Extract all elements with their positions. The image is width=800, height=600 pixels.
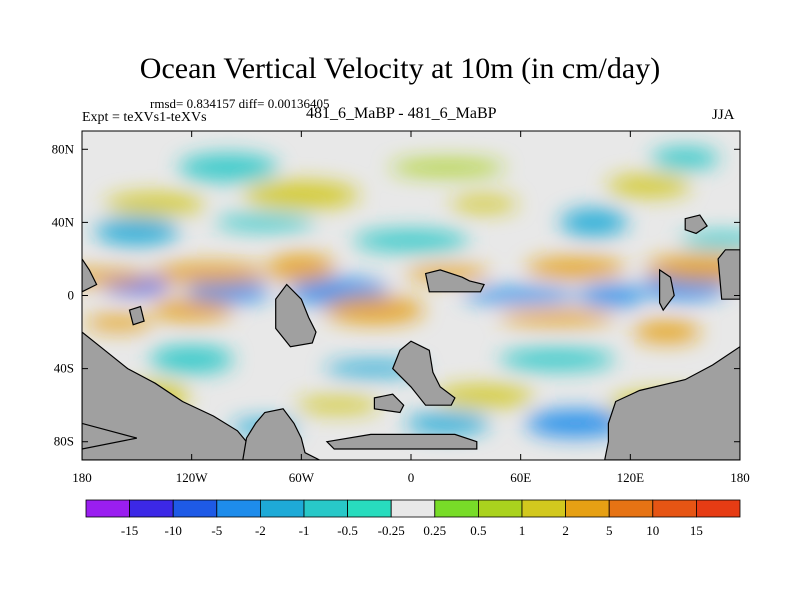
land-polygon: [82, 331, 248, 460]
field-cell: [559, 208, 628, 237]
field-cell: [82, 269, 151, 286]
land-polygon: [128, 305, 145, 326]
x-tick-label: 60W: [289, 470, 315, 485]
stats-text: rmsd= 0.834157 diff= 0.00136405: [150, 96, 330, 111]
field-cell: [499, 309, 616, 326]
colorbar-swatch: [85, 499, 130, 518]
colorbar-swatch: [216, 499, 261, 518]
land-polygon: [275, 283, 317, 348]
colorbar-label: 0.25: [423, 523, 446, 538]
field-cell: [651, 147, 720, 170]
land-polygon: [604, 345, 740, 460]
colorbar-label: -1: [299, 523, 310, 538]
field-cell: [632, 321, 701, 344]
land-polygon: [658, 268, 675, 312]
x-tick-label: 0: [408, 470, 415, 485]
colorbar-swatch: [390, 499, 436, 518]
land-polygon: [424, 269, 485, 293]
field-cell: [178, 153, 279, 182]
x-tick-label: 120W: [176, 470, 209, 485]
colorbar-label: 15: [690, 523, 703, 538]
field-cell: [525, 257, 626, 280]
field-cell: [149, 299, 234, 322]
colorbar-swatch: [259, 499, 305, 518]
velocity-field: [82, 147, 740, 441]
land-polygon: [82, 257, 98, 293]
y-tick-label: 80S: [54, 434, 74, 449]
y-tick-label: 40S: [54, 361, 74, 376]
field-cell: [94, 217, 179, 246]
land-mask: [82, 214, 740, 460]
field-cell: [434, 385, 535, 408]
field-cell: [389, 159, 506, 176]
colorbar-label: 5: [606, 523, 613, 538]
colorbar-label: -0.25: [378, 523, 405, 538]
case-label: 481_6_MaBP - 481_6_MaBP: [306, 105, 497, 122]
field-cell: [606, 174, 691, 197]
colorbar-label: -5: [211, 523, 222, 538]
field-cell: [405, 412, 490, 435]
x-tick-label: 180: [730, 470, 750, 485]
x-tick-label: 120E: [617, 470, 645, 485]
colorbar-label: 10: [646, 523, 659, 538]
colorbar-swatch: [565, 499, 610, 518]
colorbar-swatch: [521, 499, 566, 518]
colorbar-swatch: [477, 499, 523, 518]
colorbar-label: -10: [165, 523, 182, 538]
land-polygon: [82, 422, 137, 450]
field-cell: [267, 254, 336, 283]
y-tick-label: 80N: [52, 141, 75, 156]
colorbar-label: -2: [255, 523, 266, 538]
colorbar-swatch: [696, 499, 741, 518]
field-cell: [645, 254, 740, 283]
y-tick-label: 0: [68, 288, 75, 303]
experiment-label: Expt = teXVs1-teXVs: [82, 110, 207, 125]
field-cell: [679, 232, 740, 249]
colorbar-label: -15: [121, 523, 138, 538]
land-polygon: [242, 408, 320, 460]
axes: 180 120W 60W 0 60E 120E 180 80N 40N 0 40S 80S: [52, 131, 750, 485]
field-cell: [151, 262, 268, 285]
field-cell: [295, 397, 380, 414]
field-cell: [450, 196, 519, 213]
field-cell: [578, 284, 647, 307]
field-cell: [462, 287, 579, 304]
colorbar-label: -0.5: [337, 523, 358, 538]
land-polygon: [391, 340, 456, 406]
colorbar: -15 -10 -5 -2 -1 -0.5 -0.25 0.25 0.5 1 2 5 10 15: [85, 499, 741, 538]
colorbar-swatch: [434, 499, 479, 518]
colorbar-label: 2: [562, 523, 569, 538]
colorbar-swatch: [303, 499, 348, 518]
land-polygon: [373, 393, 405, 414]
colorbar-swatch: [652, 499, 697, 518]
colorbar-swatch: [172, 499, 218, 518]
land-polygon: [325, 433, 478, 450]
field-cell: [214, 214, 315, 231]
field-cell: [353, 229, 469, 252]
field-cell: [149, 345, 234, 374]
y-tick-label: 40N: [52, 214, 75, 229]
colorbar-label: 1: [519, 523, 526, 538]
colorbar-swatch: [347, 499, 392, 518]
colorbar-swatch: [129, 499, 174, 518]
field-cell: [105, 193, 206, 216]
field-cell: [525, 409, 626, 438]
field-cell: [499, 348, 616, 371]
colorbar-label: 0.5: [470, 523, 486, 538]
field-cell: [186, 280, 271, 303]
field-cell: [324, 296, 425, 325]
colorbar-swatch: [608, 499, 654, 518]
season-label: JJA: [712, 107, 735, 123]
land-polygon: [684, 214, 708, 235]
land-polygon: [717, 249, 740, 300]
field-cell: [243, 180, 360, 209]
chart-title: Ocean Vertical Velocity at 10m (in cm/da…: [139, 52, 661, 85]
x-tick-label: 60E: [510, 470, 531, 485]
x-tick-label: 180: [72, 470, 92, 485]
